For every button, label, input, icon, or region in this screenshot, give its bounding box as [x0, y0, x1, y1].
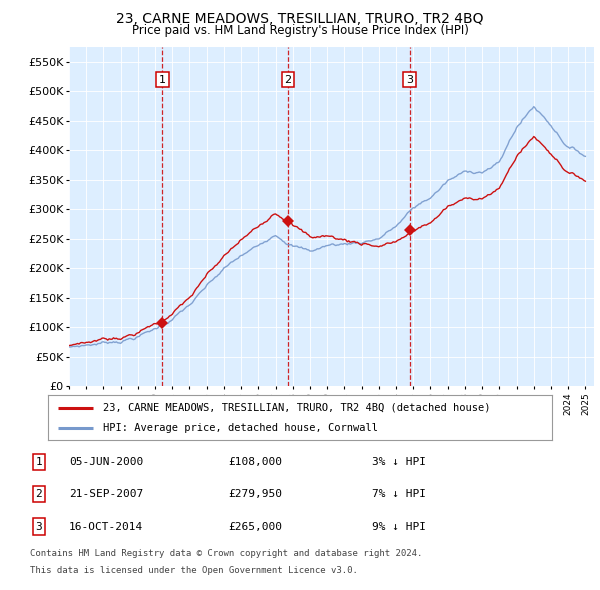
Text: 1: 1 — [35, 457, 43, 467]
Text: 2: 2 — [35, 489, 43, 499]
Text: 3: 3 — [35, 522, 43, 532]
Text: 23, CARNE MEADOWS, TRESILLIAN, TRURO, TR2 4BQ: 23, CARNE MEADOWS, TRESILLIAN, TRURO, TR… — [116, 12, 484, 26]
Text: This data is licensed under the Open Government Licence v3.0.: This data is licensed under the Open Gov… — [30, 566, 358, 575]
Text: £279,950: £279,950 — [228, 489, 282, 499]
Text: Contains HM Land Registry data © Crown copyright and database right 2024.: Contains HM Land Registry data © Crown c… — [30, 549, 422, 558]
Text: 16-OCT-2014: 16-OCT-2014 — [69, 522, 143, 532]
Text: HPI: Average price, detached house, Cornwall: HPI: Average price, detached house, Corn… — [103, 423, 379, 433]
Text: 21-SEP-2007: 21-SEP-2007 — [69, 489, 143, 499]
Text: 9% ↓ HPI: 9% ↓ HPI — [372, 522, 426, 532]
Text: 3: 3 — [406, 75, 413, 84]
Text: 7% ↓ HPI: 7% ↓ HPI — [372, 489, 426, 499]
Text: 05-JUN-2000: 05-JUN-2000 — [69, 457, 143, 467]
Text: £265,000: £265,000 — [228, 522, 282, 532]
Text: 23, CARNE MEADOWS, TRESILLIAN, TRURO, TR2 4BQ (detached house): 23, CARNE MEADOWS, TRESILLIAN, TRURO, TR… — [103, 403, 491, 412]
Text: Price paid vs. HM Land Registry's House Price Index (HPI): Price paid vs. HM Land Registry's House … — [131, 24, 469, 37]
Text: 2: 2 — [284, 75, 292, 84]
Text: 1: 1 — [159, 75, 166, 84]
Text: 3% ↓ HPI: 3% ↓ HPI — [372, 457, 426, 467]
Text: £108,000: £108,000 — [228, 457, 282, 467]
